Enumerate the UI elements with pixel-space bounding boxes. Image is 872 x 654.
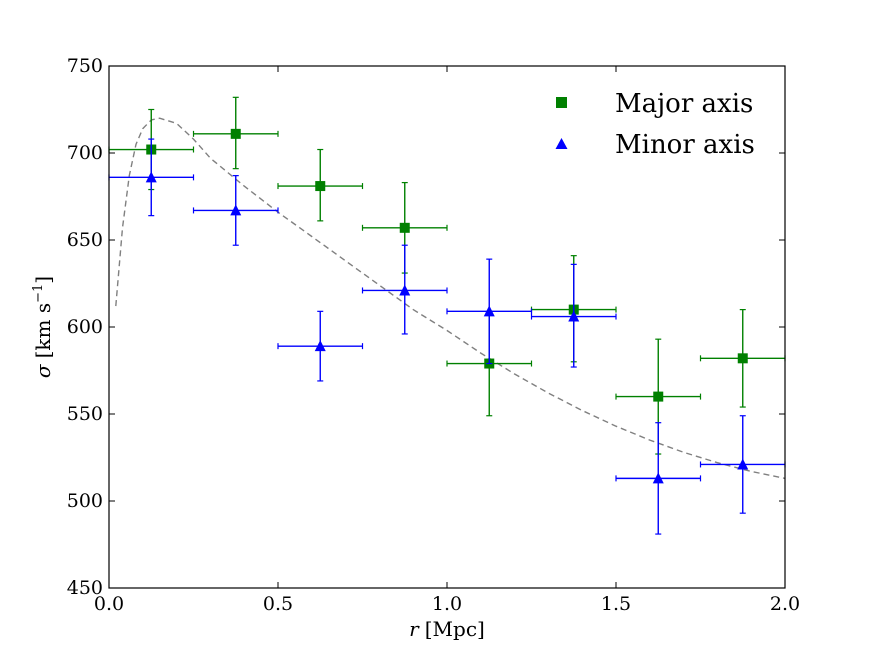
x-axis-label: r [Mpc] xyxy=(409,617,485,641)
y-tick-label: 550 xyxy=(67,403,103,425)
y-axis-label: σ[km s−1] xyxy=(31,276,55,378)
data-point-major xyxy=(399,222,410,233)
legend: Major axis Minor axis xyxy=(555,89,755,160)
y-tick-label: 650 xyxy=(67,229,103,251)
legend-marker-major xyxy=(556,97,567,108)
series-minor xyxy=(108,138,786,535)
data-point-minor xyxy=(230,204,242,216)
data-point-minor xyxy=(568,310,580,322)
y-tick-label: 700 xyxy=(67,142,103,164)
model-curve xyxy=(115,117,786,480)
data-point-major xyxy=(653,391,664,402)
data-point-minor xyxy=(483,305,495,317)
data-point-minor xyxy=(399,284,411,296)
data-point-minor xyxy=(145,171,157,183)
x-tick-label: 1.0 xyxy=(432,593,462,615)
y-tick-label: 600 xyxy=(67,316,103,338)
data-point-minor xyxy=(314,340,326,352)
plot-content xyxy=(108,96,786,535)
x-tick-label: 2.0 xyxy=(770,593,800,615)
data-point-major xyxy=(230,128,241,139)
data-point-major xyxy=(737,353,748,364)
x-tick-label: 0.0 xyxy=(94,593,124,615)
y-tick-label: 500 xyxy=(67,490,103,512)
x-tick-label: 0.5 xyxy=(263,593,293,615)
axis-ticks: 0.0 0.5 1.0 1.5 2.0 450 500 550 600 650 700 750 xyxy=(67,55,800,615)
y-tick-label: 450 xyxy=(67,577,103,599)
legend-label-major: Major axis xyxy=(615,89,753,119)
data-point-major xyxy=(315,181,326,192)
data-point-minor xyxy=(652,472,664,484)
y-tick-label: 750 xyxy=(67,55,103,77)
legend-marker-minor xyxy=(555,138,568,149)
x-tick-label: 1.5 xyxy=(601,593,631,615)
data-point-minor xyxy=(737,458,749,470)
legend-label-minor: Minor axis xyxy=(615,130,755,160)
